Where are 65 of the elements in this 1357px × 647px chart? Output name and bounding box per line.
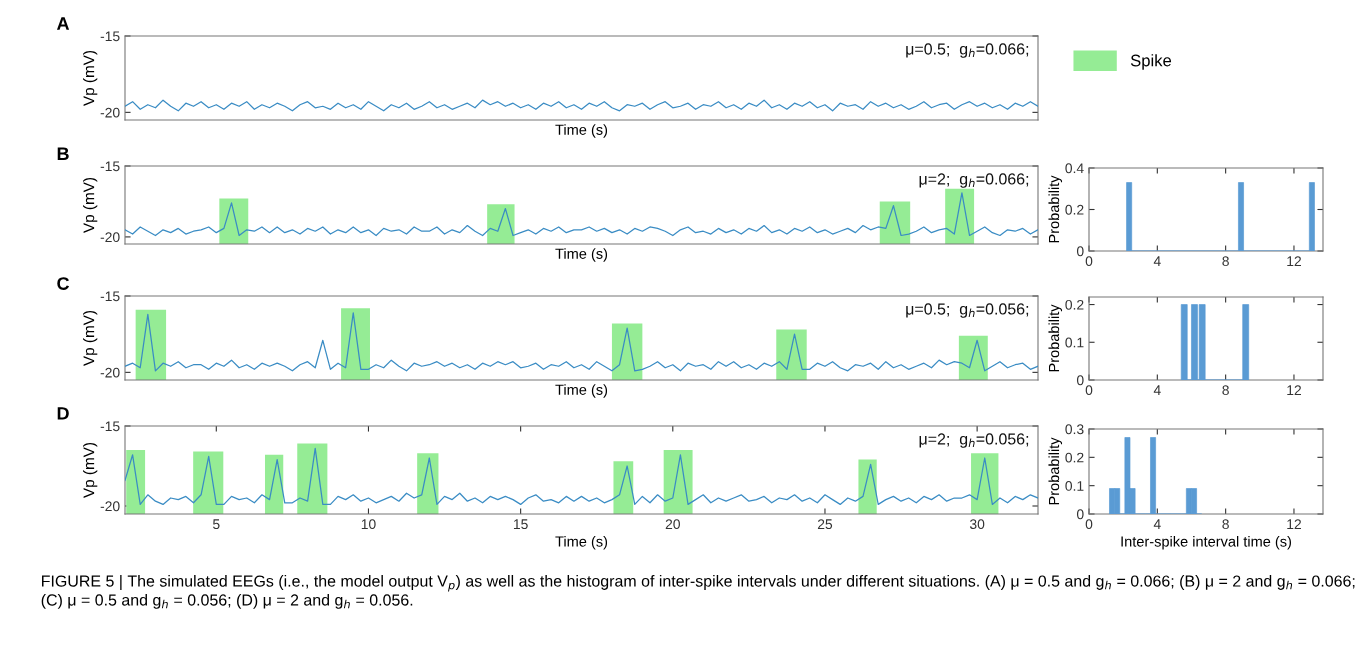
y-axis-title: Vp (mV) — [83, 177, 98, 233]
x-tick-label: 20 — [665, 519, 680, 530]
annotation: g$_{h}$=0.066; — [959, 173, 1029, 188]
y-tick-label: -20 — [100, 501, 120, 512]
y-axis-title: Vp (mV) — [83, 442, 98, 498]
x-axis-title: Time (s) — [555, 384, 608, 398]
y-axis-title: Vp (mV) — [83, 50, 98, 106]
y-tick-label: -15 — [100, 421, 120, 432]
x-tick-label: 4 — [1153, 519, 1161, 529]
x-tick-label: 12 — [1287, 519, 1301, 529]
x-tick-label: 0 — [1085, 519, 1093, 530]
y-tick-label: -20 — [100, 232, 120, 243]
y-tick-label: 0 — [1076, 246, 1084, 257]
y-tick-label: 0.3 — [1065, 424, 1084, 435]
y-tick-label: -20 — [100, 367, 120, 378]
x-tick-label: 30 — [969, 519, 985, 530]
annotation: μ=0.5; — [906, 43, 949, 58]
line-series — [125, 192, 1038, 237]
y-tick-label: 0.2 — [1065, 204, 1084, 215]
y-tick-label: -20 — [100, 107, 120, 118]
y-tick-label: 0 — [1076, 509, 1084, 520]
annotation: μ=0.5; — [906, 303, 949, 318]
y-tick-label: 0.1 — [1065, 481, 1084, 491]
annotation: g$_{h}$=0.056; — [959, 303, 1029, 318]
chart-title: D — [57, 407, 69, 420]
x-tick-label: 8 — [1222, 385, 1229, 396]
y-axis-title: Probability — [1048, 437, 1063, 505]
y-tick-label: -15 — [100, 291, 120, 302]
x-tick-label: 12 — [1287, 256, 1301, 266]
y-axis-title: Probability — [1048, 304, 1063, 372]
text: FIGURE 5 | The simulated EEGs (i.e., the model output V$_{p}$) as well as the histogram of inter-spike intervals under different situations. (A) μ = 0.5 and g$_{h}$ = 0.066; (B) μ = 2 and g$_{h}$ = 0.066; (C) μ = 0.5 and g$_{h}$ = 0.056; (D) μ = 2 and g$_{h}$ = 0.056. — [41, 575, 1355, 609]
annotation: μ=2; — [919, 173, 949, 188]
chart-title: C — [57, 277, 70, 290]
y-tick-label: -15 — [100, 161, 120, 172]
x-axis-title: Time (s) — [555, 535, 608, 550]
x-tick-label: 8 — [1222, 256, 1229, 267]
y-tick-label: 0 — [1076, 375, 1084, 386]
x-axis-title: Inter-spike interval time (s) — [1121, 535, 1291, 550]
annotation: μ=2; — [919, 433, 949, 448]
x-tick-label: 0 — [1085, 256, 1093, 267]
line-series — [125, 99, 1038, 112]
x-tick-label: 8 — [1222, 519, 1229, 530]
line-series — [125, 447, 1038, 506]
y-axis-title: Vp (mV) — [83, 310, 98, 366]
x-tick-label: 10 — [361, 519, 376, 530]
annotation: g$_{h}$=0.056; — [959, 433, 1029, 448]
y-tick-label: 0.4 — [1065, 163, 1084, 174]
x-tick-label: 15 — [513, 519, 528, 530]
x-tick-label: 0 — [1085, 385, 1093, 396]
y-tick-label: 0.2 — [1065, 452, 1084, 463]
x-axis-title: Time (s) — [555, 124, 608, 138]
y-tick-label: 0.2 — [1065, 299, 1084, 310]
y-axis-title: Probability — [1048, 175, 1063, 243]
y-tick-label: 0.1 — [1065, 337, 1084, 348]
chart-title: A — [56, 17, 70, 30]
chart-title: B — [57, 147, 69, 160]
x-axis-title: Time (s) — [555, 248, 608, 262]
x-tick-label: 5 — [212, 519, 220, 530]
x-tick-label: 4 — [1153, 256, 1161, 266]
legend-label: Spike — [1130, 54, 1172, 70]
annotation: g$_{h}$=0.066; — [959, 43, 1029, 58]
x-tick-label: 25 — [817, 519, 833, 530]
x-tick-label: 12 — [1287, 385, 1301, 395]
x-tick-label: 4 — [1153, 385, 1161, 395]
y-tick-label: -15 — [100, 31, 120, 42]
